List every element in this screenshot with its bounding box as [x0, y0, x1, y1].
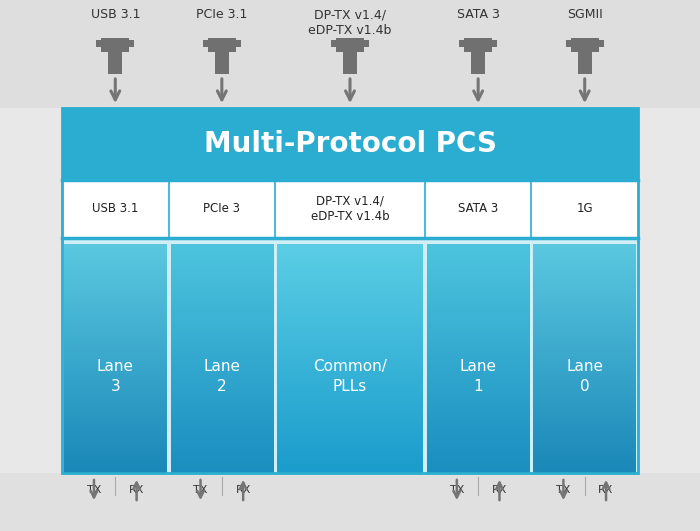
Bar [343, 52, 357, 74]
Text: RX: RX [235, 485, 251, 495]
Text: Lane
0: Lane 0 [566, 359, 603, 394]
Text: Common/
PLLs: Common/ PLLs [313, 359, 387, 394]
Text: SATA 3: SATA 3 [458, 202, 498, 216]
Text: TX: TX [87, 485, 101, 495]
Bar [97, 40, 102, 47]
Text: Multi-Protocol PCS: Multi-Protocol PCS [204, 130, 496, 158]
Text: TX: TX [556, 485, 570, 495]
Bar [492, 40, 497, 47]
Bar [62, 108, 638, 180]
Bar [130, 40, 134, 47]
Text: TX: TX [449, 485, 464, 495]
Text: RX: RX [492, 485, 508, 495]
Text: Lane
2: Lane 2 [203, 359, 240, 394]
Bar [102, 38, 130, 52]
Bar [566, 40, 570, 47]
Bar [0, 0, 700, 108]
Bar [578, 52, 592, 74]
Text: TX: TX [193, 485, 208, 495]
Bar [62, 108, 638, 473]
Bar [62, 180, 638, 238]
Text: SGMII: SGMII [567, 8, 603, 21]
Bar [0, 473, 700, 531]
Text: DP-TX v1.4/
eDP-TX v1.4b: DP-TX v1.4/ eDP-TX v1.4b [311, 194, 389, 224]
Bar [336, 38, 364, 52]
Text: Lane
3: Lane 3 [97, 359, 134, 394]
Bar [364, 40, 369, 47]
Text: SATA 3: SATA 3 [456, 8, 500, 21]
Text: PCIe 3.1: PCIe 3.1 [196, 8, 248, 21]
Text: USB 3.1: USB 3.1 [92, 202, 139, 216]
Bar [108, 52, 122, 74]
Text: Lane
1: Lane 1 [460, 359, 497, 394]
Text: RX: RX [129, 485, 144, 495]
Bar [203, 40, 208, 47]
Bar [459, 40, 464, 47]
Bar [331, 40, 336, 47]
Bar [598, 40, 603, 47]
Bar [471, 52, 485, 74]
Bar [208, 38, 236, 52]
Bar [464, 38, 492, 52]
Bar [570, 38, 598, 52]
Text: RX: RX [598, 485, 614, 495]
Bar [236, 40, 241, 47]
Text: 1G: 1G [576, 202, 593, 216]
Text: DP-TX v1.4/
eDP-TX v1.4b: DP-TX v1.4/ eDP-TX v1.4b [308, 8, 392, 37]
Text: PCIe 3: PCIe 3 [203, 202, 240, 216]
Bar [62, 108, 638, 473]
Text: USB 3.1: USB 3.1 [90, 8, 140, 21]
Bar [215, 52, 229, 74]
